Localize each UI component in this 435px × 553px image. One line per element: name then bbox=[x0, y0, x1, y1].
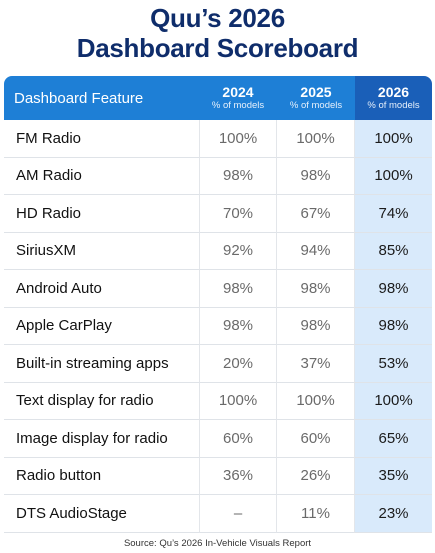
title-line-1: Quu’s 2026 bbox=[150, 3, 285, 33]
value-2026-cell: 53% bbox=[355, 345, 432, 383]
value-2026-cell: 23% bbox=[355, 495, 432, 533]
table-row: Apple CarPlay 98% 98% 98% bbox=[4, 307, 432, 345]
header-2026-sub: % of models bbox=[367, 100, 420, 111]
value-2025-cell: 98% bbox=[277, 307, 355, 345]
value-2024-cell: 20% bbox=[199, 345, 277, 383]
source-note: Source: Qu’s 2026 In-Vehicle Visuals Rep… bbox=[123, 538, 312, 549]
feature-cell: AM Radio bbox=[4, 158, 199, 195]
feature-cell: Radio button bbox=[4, 458, 199, 495]
value-2026-cell: 35% bbox=[355, 457, 432, 495]
table-row: Text display for radio 100% 100% 100% bbox=[4, 382, 432, 420]
header-2025: 2025 % of models bbox=[277, 76, 355, 120]
value-2026-cell: 98% bbox=[355, 307, 432, 345]
value-2025-cell: 60% bbox=[277, 420, 355, 458]
feature-cell: Built-in streaming apps bbox=[4, 345, 199, 383]
feature-cell: DTS AudioStage bbox=[4, 495, 199, 533]
title-line-2: Dashboard Scoreboard bbox=[76, 33, 359, 63]
value-2026-cell: 74% bbox=[355, 195, 432, 233]
value-2024-cell: 98% bbox=[199, 307, 277, 345]
table-row: AM Radio 98% 98% 100% bbox=[4, 157, 432, 195]
value-2025-cell: 100% bbox=[277, 120, 355, 158]
feature-cell: Image display for radio bbox=[4, 420, 199, 458]
table-row: DTS AudioStage –11% 23% bbox=[4, 495, 432, 533]
value-2026-cell: 65% bbox=[355, 420, 432, 458]
value-2024-cell: 36% bbox=[199, 457, 277, 495]
table-row: SiriusXM 92% 94% 85% bbox=[4, 232, 432, 270]
feature-cell: HD Radio bbox=[4, 195, 199, 233]
value-2024-cell: 98% bbox=[199, 270, 277, 308]
value-2024-cell: 60% bbox=[199, 420, 277, 458]
feature-cell: FM Radio bbox=[4, 120, 199, 158]
value-2026-cell: 85% bbox=[355, 232, 432, 270]
value-2026-cell: 100% bbox=[355, 157, 432, 195]
header-2025-sub: % of models bbox=[289, 100, 343, 111]
value-2024-cell: 100% bbox=[199, 382, 277, 420]
feature-cell: Text display for radio bbox=[4, 383, 199, 420]
value-2025-cell: 98% bbox=[277, 157, 355, 195]
header-2026-year: 2026 bbox=[377, 84, 410, 100]
table-row: Built-in streaming apps 20% 37% 53% bbox=[4, 345, 432, 383]
value-2024-cell: 70% bbox=[199, 195, 277, 233]
scoreboard-table: Dashboard Feature 2024 % of models 2025 … bbox=[4, 76, 432, 533]
feature-cell: Apple CarPlay bbox=[4, 308, 199, 345]
table-row: FM Radio 100% 100% 100% bbox=[4, 120, 432, 158]
value-2024-cell: 100% bbox=[199, 120, 277, 158]
value-2025-cell: 67% bbox=[277, 195, 355, 233]
value-2024-cell: 98% bbox=[199, 157, 277, 195]
header-feature: Dashboard Feature bbox=[4, 76, 199, 120]
header-2024: 2024 % of models bbox=[199, 76, 277, 120]
value-2024-cell: 92% bbox=[199, 232, 277, 270]
value-2024-cell: – bbox=[199, 495, 277, 533]
table-row: Radio button 36% 26% 35% bbox=[4, 457, 432, 495]
header-2025-year: 2025 bbox=[300, 84, 332, 100]
header-2024-sub: % of models bbox=[211, 100, 265, 111]
feature-cell: Android Auto bbox=[4, 270, 199, 308]
value-2025-cell: 100% bbox=[277, 382, 355, 420]
table-row: HD Radio 70% 67% 74% bbox=[4, 195, 432, 233]
value-2025-cell: 37% bbox=[277, 345, 355, 383]
table-row: Android Auto 98% 98% 98% bbox=[4, 270, 432, 308]
value-2026-cell: 100% bbox=[355, 382, 432, 420]
header-2026: 2026 % of models bbox=[355, 76, 432, 120]
header-2024-year: 2024 bbox=[222, 84, 254, 100]
feature-cell: SiriusXM bbox=[4, 233, 199, 270]
value-2025-cell: 11% bbox=[277, 495, 355, 533]
value-2026-cell: 98% bbox=[355, 270, 432, 308]
value-2025-cell: 26% bbox=[277, 457, 355, 495]
value-2025-cell: 94% bbox=[277, 232, 355, 270]
value-2026-cell: 100% bbox=[355, 120, 432, 158]
table-header-row: Dashboard Feature 2024 % of models 2025 … bbox=[4, 76, 432, 120]
table-row: Image display for radio 60% 60% 65% bbox=[4, 420, 432, 458]
value-2025-cell: 98% bbox=[277, 270, 355, 308]
